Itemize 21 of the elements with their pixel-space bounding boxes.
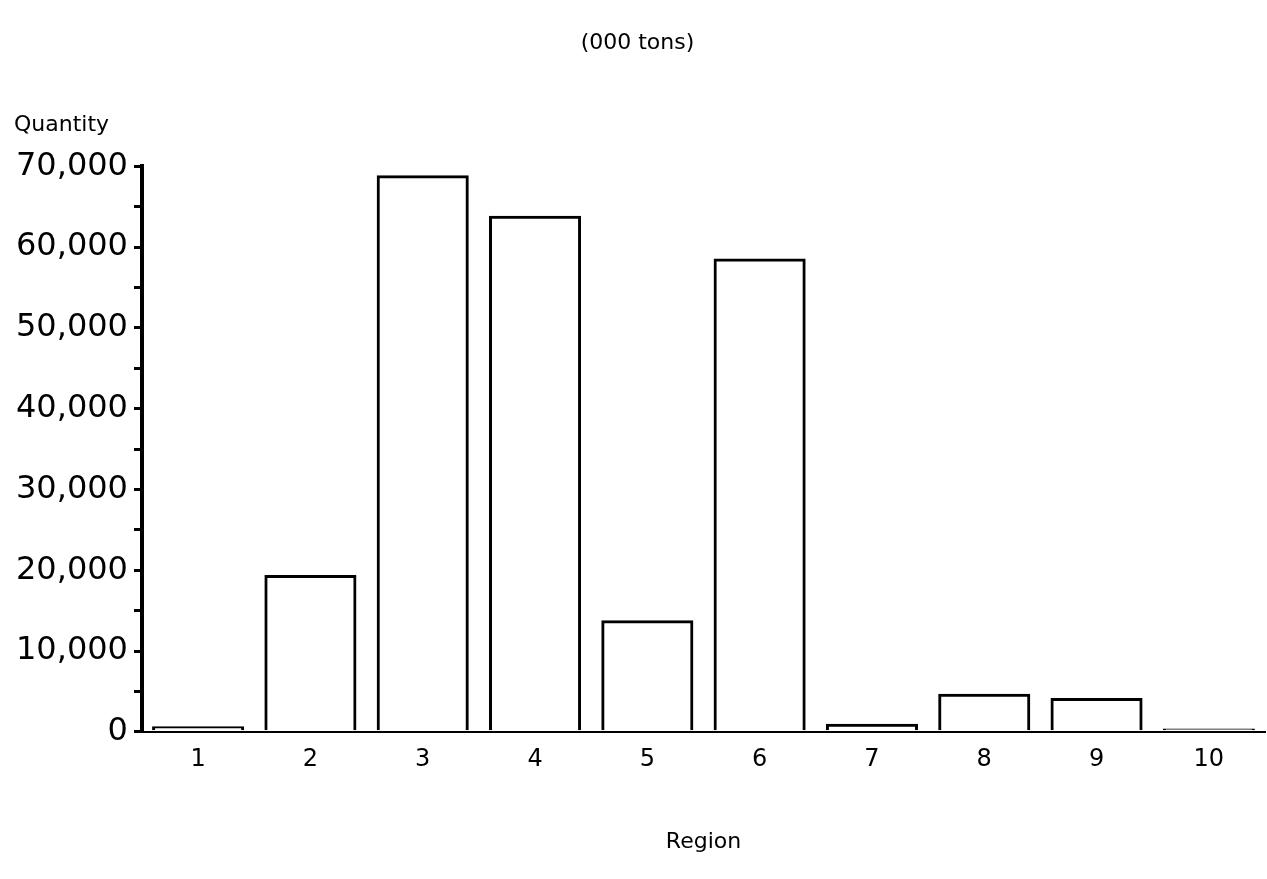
x-tick-label: 9 (1088, 744, 1105, 773)
y-tick-label: 70,000 (16, 144, 128, 183)
x-tick-label: 5 (639, 744, 655, 773)
y-tick-label: 40,000 (16, 387, 128, 426)
x-tick-label: 1 (190, 744, 206, 773)
x-tick-label: 4 (527, 744, 543, 773)
y-tick-label: 30,000 (16, 467, 128, 506)
x-tick-label: 2 (302, 744, 319, 773)
x-tick-label: 6 (752, 744, 768, 773)
x-axis-title: Region (665, 827, 742, 853)
y-tick-label: 60,000 (16, 225, 128, 264)
x-tick-label: 3 (415, 744, 431, 773)
y-tick-label: 0 (107, 710, 128, 749)
y-tick-label: 20,000 (16, 548, 128, 587)
x-tick-label: 10 (1193, 744, 1225, 773)
y-axis-title: Quantity (14, 111, 110, 137)
x-tick-label: 7 (864, 744, 880, 773)
y-tick-label: 50,000 (16, 306, 128, 345)
x-tick-label: 8 (976, 744, 992, 773)
chart-title: (000 tons) (580, 28, 695, 54)
y-tick-label: 10,000 (16, 629, 128, 668)
